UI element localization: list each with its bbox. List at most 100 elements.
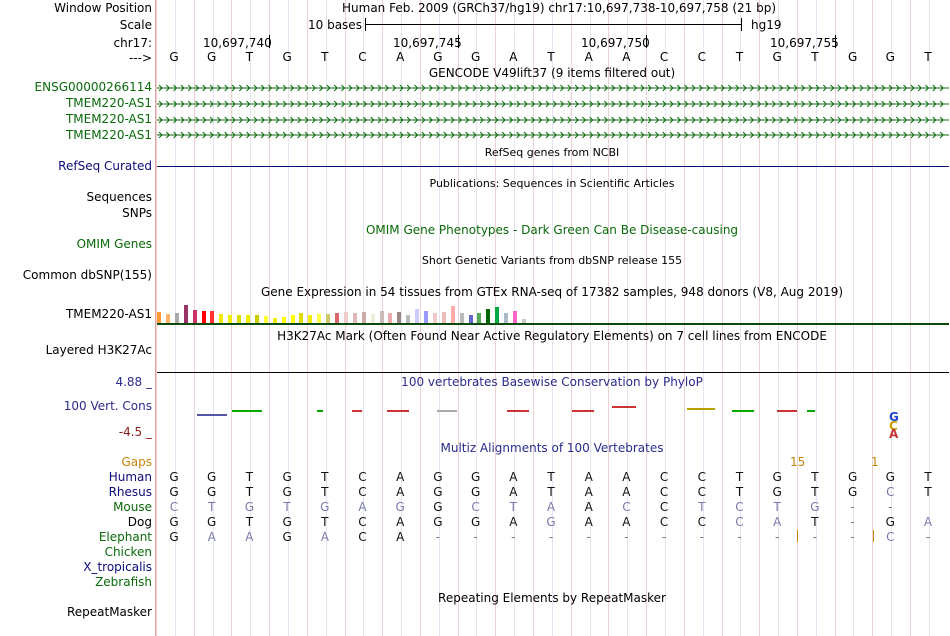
- gtex-tissue-bar[interactable]: [219, 314, 224, 323]
- phylop-label[interactable]: 100 Vert. Cons: [63, 399, 152, 413]
- gtex-tissue-bar[interactable]: [495, 307, 500, 323]
- alignment-base: A: [773, 515, 782, 529]
- gtex-tissue-bar[interactable]: [486, 309, 491, 323]
- gtex-tissue-bar[interactable]: [317, 314, 322, 323]
- gtex-tissue-bar[interactable]: [254, 315, 259, 323]
- alignment-base: G: [885, 470, 895, 484]
- gtex-tissue-bar[interactable]: [388, 313, 393, 323]
- h3k27ac-track-title[interactable]: H3K27Ac Mark (Often Found Near Active Re…: [277, 329, 827, 343]
- gtex-tissue-bar[interactable]: [450, 306, 455, 323]
- gtex-tissue-bar[interactable]: [424, 311, 428, 323]
- omim-track-title[interactable]: OMIM Gene Phenotypes - Dark Green Can Be…: [365, 223, 739, 237]
- alignment-base: A: [546, 500, 556, 514]
- gencode-gene-4[interactable]: [157, 130, 949, 140]
- dbsnp-label[interactable]: Common dbSNP(155): [22, 268, 152, 282]
- gtex-tissue-bar[interactable]: [441, 312, 446, 323]
- gtex-tissue-bar[interactable]: [210, 311, 215, 323]
- gencode-gene-3[interactable]: [157, 115, 949, 125]
- gap-tick-2: [873, 530, 874, 542]
- gtex-tissue-bar[interactable]: [468, 315, 473, 323]
- species-label-elephant[interactable]: Elephant: [98, 530, 152, 544]
- gtex-track-title[interactable]: Gene Expression in 54 tissues from GTEx …: [260, 285, 844, 299]
- coord-tick-2: [458, 35, 459, 48]
- species-label-zebrafish[interactable]: Zebrafish: [95, 575, 152, 589]
- gencode-gene-label-4[interactable]: TMEM220-AS1: [65, 128, 152, 142]
- gtex-tissue-bar[interactable]: [415, 309, 420, 323]
- refseq-track-title[interactable]: RefSeq genes from NCBI: [484, 146, 620, 159]
- species-label-chicken[interactable]: Chicken: [104, 545, 152, 559]
- gtex-tissue-bar[interactable]: [406, 315, 411, 323]
- gencode-gene-label-1[interactable]: ENSG00000266114: [34, 80, 152, 94]
- gtex-tissue-bar[interactable]: [379, 311, 384, 323]
- gtex-tissue-bar[interactable]: [352, 313, 357, 323]
- multiz-track-title[interactable]: Multiz Alignments of 100 Vertebrates: [440, 441, 664, 455]
- h3k27ac-label[interactable]: Layered H3K27Ac: [45, 343, 152, 357]
- gtex-tissue-bar[interactable]: [343, 312, 348, 323]
- alignment-base: C: [358, 470, 367, 484]
- pubs-track-title[interactable]: Publications: Sequences in Scientific Ar…: [429, 177, 675, 190]
- alignment-base: T: [245, 470, 254, 484]
- species-label-mouse[interactable]: Mouse: [113, 500, 152, 514]
- gtex-tissue-bar[interactable]: [228, 315, 233, 323]
- gtex-tissue-bar[interactable]: [290, 315, 295, 323]
- gtex-tissue-bar[interactable]: [504, 313, 509, 323]
- gencode-gene-label-3[interactable]: TMEM220-AS1: [65, 112, 152, 126]
- gtex-tissue-bar[interactable]: [335, 313, 339, 323]
- species-label-rhesus[interactable]: Rhesus: [108, 485, 152, 499]
- gtex-tissue-bar[interactable]: [281, 317, 286, 323]
- gtex-tissue-bar[interactable]: [459, 313, 464, 323]
- gtex-tissue-bar[interactable]: [299, 313, 304, 323]
- pubs-snps-label[interactable]: SNPs: [122, 206, 152, 220]
- gtex-tissue-bar[interactable]: [246, 315, 250, 323]
- pubs-sequences-label[interactable]: Sequences: [86, 190, 152, 204]
- gtex-tissue-bar[interactable]: [477, 313, 482, 323]
- gencode-gene-1[interactable]: [157, 83, 949, 93]
- omim-label[interactable]: OMIM Genes: [76, 237, 152, 251]
- gtex-tissue-bar[interactable]: [513, 311, 517, 323]
- gencode-track-title[interactable]: GENCODE V49lift37 (9 items filtered out): [428, 66, 676, 80]
- gtex-tissue-bar[interactable]: [361, 312, 366, 323]
- gtex-tissue-bar[interactable]: [165, 314, 170, 323]
- gtex-gene-label[interactable]: TMEM220-AS1: [65, 307, 152, 321]
- phylop-score-mark: [437, 410, 457, 412]
- phylop-score-mark: [507, 410, 529, 412]
- alignment-base: A: [207, 530, 216, 544]
- gtex-tissue-bar[interactable]: [370, 314, 375, 323]
- alignment-base: G: [885, 515, 895, 529]
- phylop-logo[interactable]: GCA: [157, 400, 950, 440]
- gtex-tissue-bar[interactable]: [521, 319, 526, 323]
- gtex-tissue-bar[interactable]: [326, 314, 331, 323]
- phylop-track-title[interactable]: 100 vertebrates Basewise Conservation by…: [401, 375, 703, 389]
- gtex-tissue-bar[interactable]: [192, 310, 197, 323]
- alignment-base: C: [471, 500, 480, 514]
- alignment-base: -: [435, 530, 441, 544]
- scale-text: 10 bases: [308, 18, 362, 32]
- gtex-tissue-bar[interactable]: [174, 313, 179, 323]
- species-label-human[interactable]: Human: [108, 470, 152, 484]
- gtex-tissue-bar[interactable]: [201, 311, 206, 323]
- gtex-tissue-bar[interactable]: [183, 305, 188, 323]
- gtex-tissue-bar[interactable]: [157, 312, 161, 323]
- reference-base: A: [509, 50, 518, 64]
- gtex-tissue-bar[interactable]: [237, 315, 242, 323]
- repeatmasker-track-title[interactable]: Repeating Elements by RepeatMasker: [438, 591, 666, 605]
- gencode-gene-2[interactable]: [157, 99, 949, 109]
- alignment-base: -: [812, 530, 818, 544]
- gtex-tissue-bar[interactable]: [272, 318, 277, 323]
- gtex-tissue-bar[interactable]: [432, 313, 437, 323]
- refseq-label[interactable]: RefSeq Curated: [58, 159, 152, 173]
- gtex-tissue-bar[interactable]: [308, 315, 313, 323]
- gencode-gene-label-2[interactable]: TMEM220-AS1: [65, 96, 152, 110]
- repeatmasker-label[interactable]: RepeatMasker: [66, 605, 152, 619]
- gtex-tissue-bar[interactable]: [263, 316, 268, 323]
- alignment-base: T: [811, 485, 819, 499]
- phylop-score-mark: [197, 414, 227, 416]
- species-label-dog[interactable]: Dog: [127, 515, 152, 529]
- dbsnp-track-title[interactable]: Short Genetic Variants from dbSNP releas…: [421, 254, 683, 267]
- alignment-base: G: [847, 470, 858, 484]
- species-label-x_tropicalis[interactable]: X_tropicalis: [83, 560, 152, 574]
- refseq-gene-line[interactable]: [157, 166, 949, 167]
- coord-tick-1: [269, 35, 270, 48]
- alignment-base: C: [659, 485, 669, 499]
- gtex-tissue-bar[interactable]: [397, 312, 402, 323]
